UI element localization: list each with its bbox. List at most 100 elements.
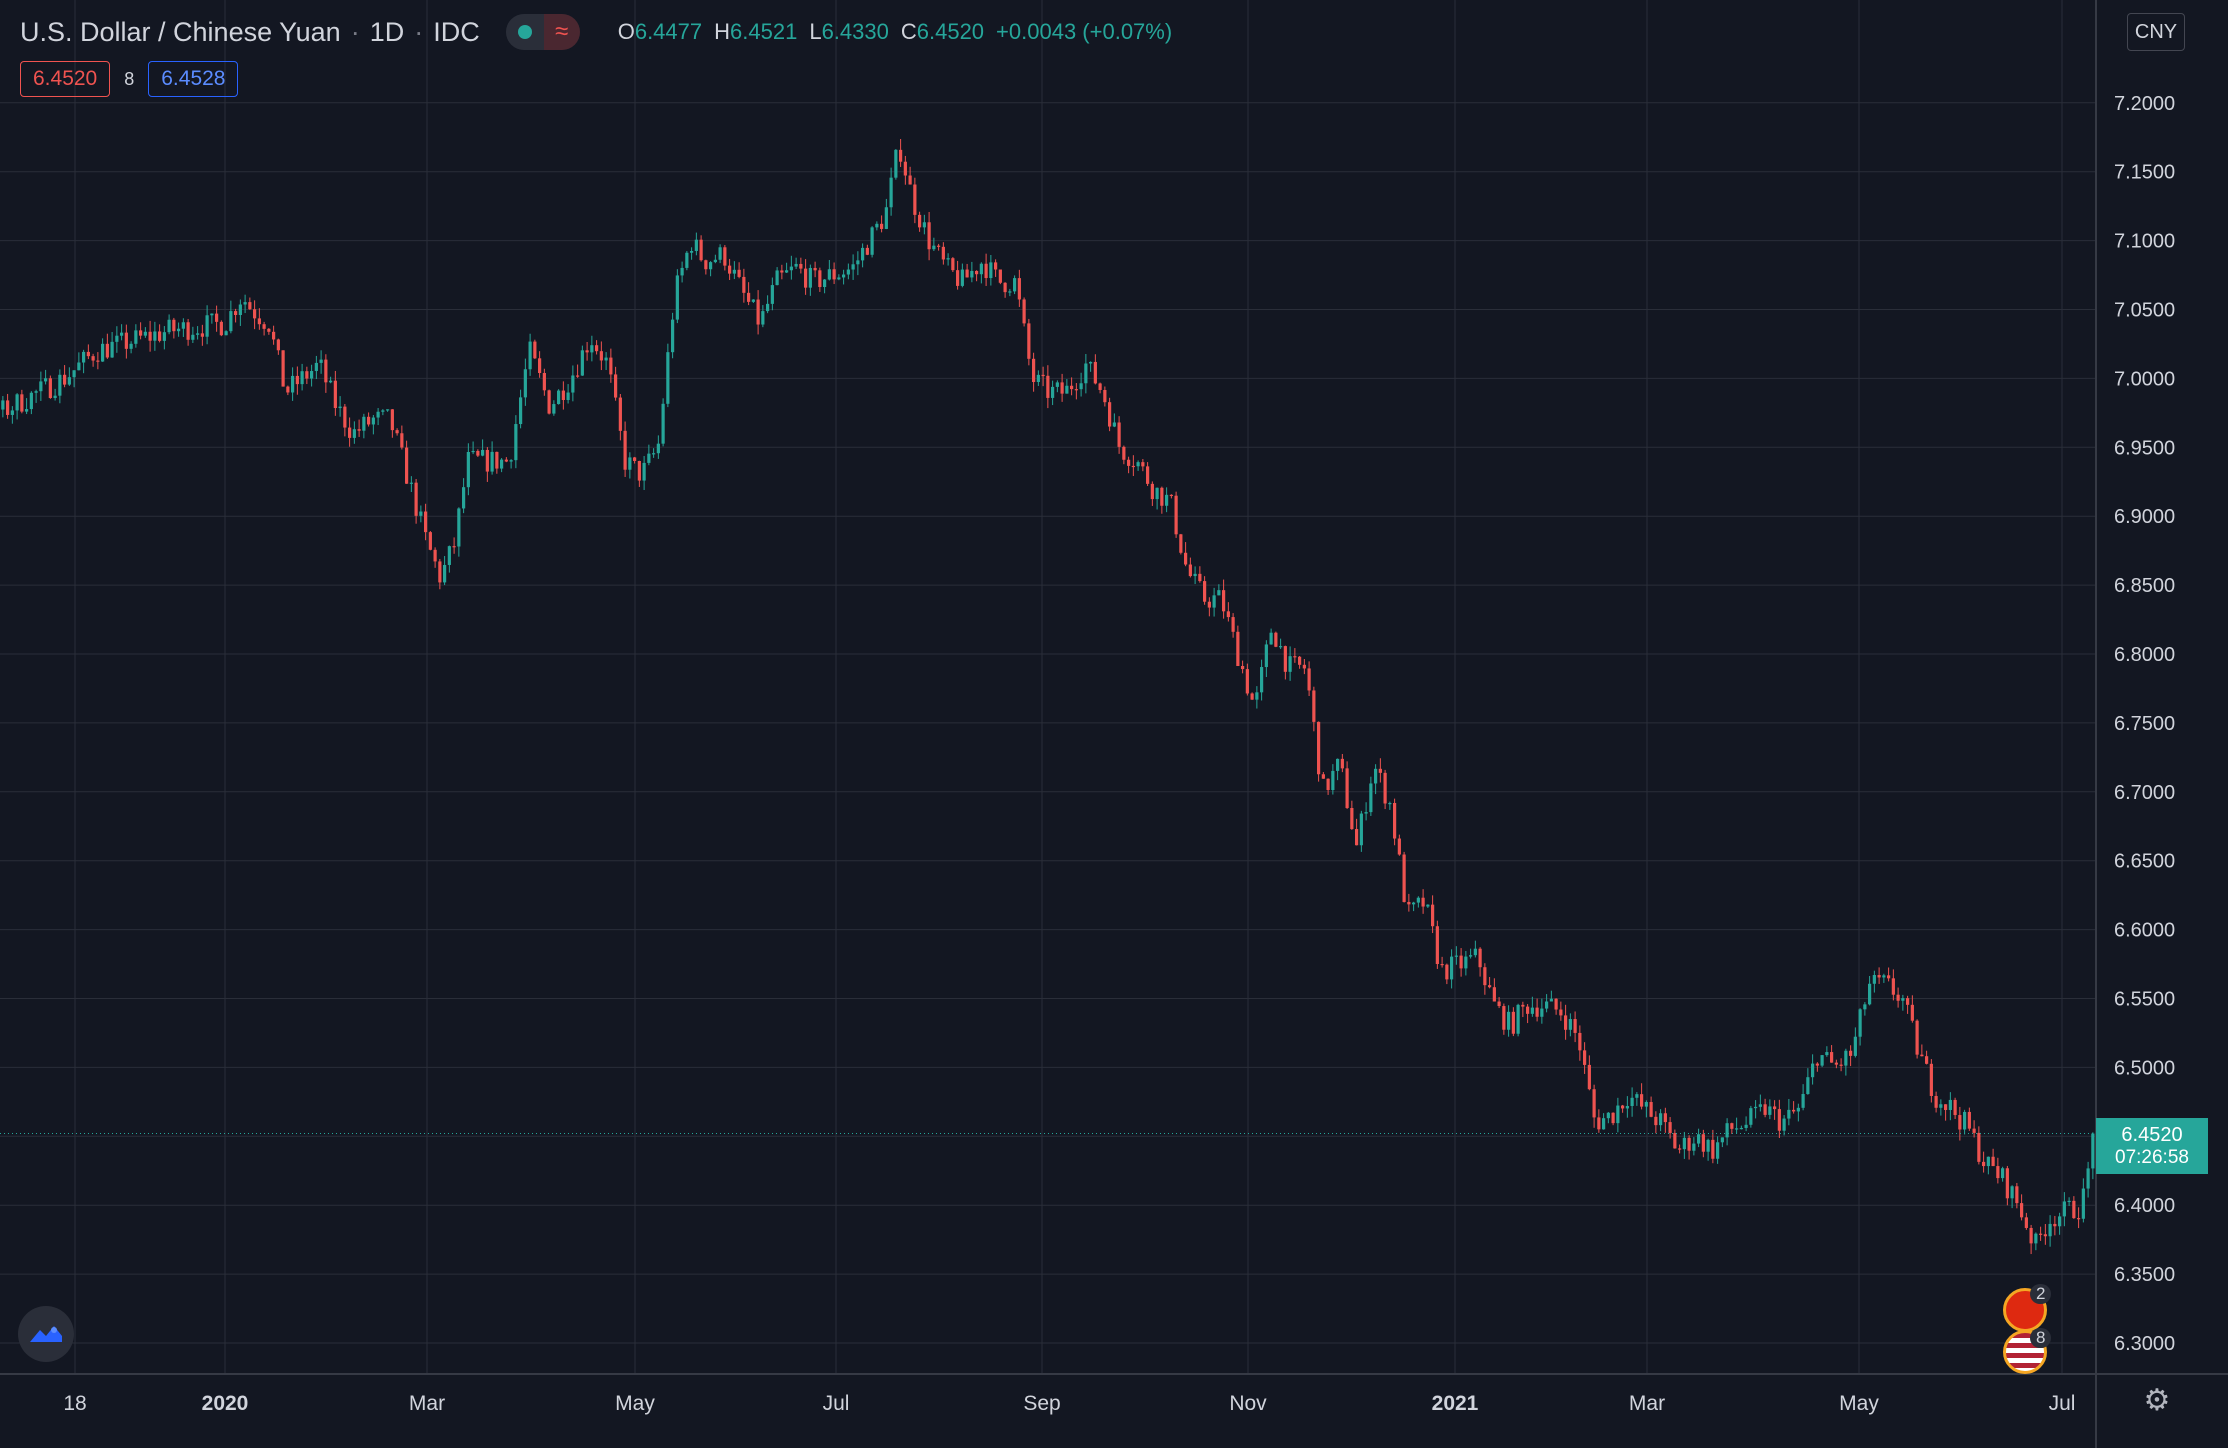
candle [476, 449, 480, 458]
candle [1046, 365, 1050, 409]
candle [1858, 1008, 1862, 1046]
market-status-pill[interactable]: ≈ [505, 14, 580, 50]
candle [609, 348, 613, 383]
candle [433, 547, 437, 568]
candle [234, 308, 238, 323]
candle [1944, 1104, 1948, 1121]
tradingview-logo-icon[interactable] [18, 1306, 74, 1362]
candle [1773, 1100, 1777, 1120]
candle [1687, 1135, 1691, 1160]
y-tick-label: 6.6500 [2114, 851, 2175, 873]
change-value: +0.0043 (+0.07%) [996, 19, 1173, 44]
candle [1502, 1003, 1506, 1035]
candle [1184, 542, 1188, 567]
candle [1478, 947, 1482, 977]
candle [443, 556, 447, 586]
candle [1454, 946, 1458, 965]
currency-button[interactable]: CNY [2127, 13, 2185, 51]
candle [1112, 413, 1116, 428]
candle [514, 415, 518, 469]
candle [319, 350, 323, 374]
candle [272, 325, 276, 345]
candle [1535, 998, 1539, 1022]
candle [1915, 1019, 1919, 1059]
candle [115, 326, 119, 353]
candle [1336, 758, 1340, 781]
candle [756, 290, 760, 335]
candle [1830, 1045, 1834, 1063]
candle [509, 459, 513, 469]
exchange-label: IDC [433, 16, 480, 47]
y-tick-label: 7.1000 [2114, 231, 2175, 253]
candle [1716, 1136, 1720, 1164]
delayed-data-icon: ≈ [543, 14, 580, 50]
candle [1264, 640, 1268, 678]
candle [751, 299, 755, 304]
candle [238, 299, 242, 326]
candle [1692, 1137, 1696, 1156]
candle [1996, 1157, 2000, 1184]
candle [229, 300, 233, 334]
gear-icon[interactable]: ⚙ [2143, 1384, 2171, 1417]
candle [1630, 1087, 1634, 1117]
x-tick-label: Jul [823, 1392, 850, 1415]
candle [1188, 557, 1192, 578]
candle [1986, 1156, 1990, 1175]
candle [1597, 1109, 1601, 1133]
close-key: C [900, 19, 917, 44]
candle [1554, 998, 1558, 1015]
candle [685, 250, 689, 271]
symbol-title[interactable]: U.S. Dollar / Chinese Yuan · 1D · IDC [20, 16, 480, 47]
candle [2062, 1192, 2066, 1227]
candle [490, 441, 494, 475]
high-value: 6.4521 [730, 19, 798, 44]
candle [1288, 646, 1292, 681]
candle [91, 353, 95, 367]
candle [1844, 1048, 1848, 1076]
candle [846, 263, 850, 280]
x-tick-label: Mar [1629, 1392, 1665, 1415]
candle [932, 237, 936, 252]
candle [2001, 1166, 2005, 1182]
candle [1682, 1131, 1686, 1159]
interval-label: 1D [369, 16, 405, 47]
candle [519, 389, 523, 429]
candle [1160, 486, 1164, 514]
candle [1958, 1106, 1962, 1141]
candle [1701, 1129, 1705, 1158]
low-key: L [809, 19, 822, 44]
candle [1179, 533, 1183, 555]
candle [970, 261, 974, 283]
candle [1350, 800, 1354, 830]
candle [1431, 895, 1435, 934]
candle [466, 443, 470, 496]
candle [1635, 1092, 1639, 1106]
candle [2034, 1232, 2038, 1251]
candle [913, 177, 917, 224]
candle [1241, 660, 1245, 674]
candle [291, 367, 295, 401]
candle [699, 235, 703, 262]
buy-price-button[interactable]: 6.4528 [148, 61, 239, 97]
candle [742, 268, 746, 303]
candle [799, 257, 803, 274]
candle [1, 396, 5, 418]
x-tick-label: Jul [2049, 1392, 2076, 1415]
candle [262, 321, 266, 336]
last-price-value: 6.4520 [2121, 1124, 2183, 1146]
candle [82, 349, 86, 374]
candle [709, 261, 713, 277]
x-tick-label: Sep [1023, 1392, 1060, 1415]
sell-price-button[interactable]: 6.4520 [20, 61, 111, 97]
candle [1982, 1151, 1986, 1173]
candle [181, 318, 185, 337]
candle [1378, 758, 1382, 783]
candle [343, 403, 347, 437]
candle [276, 338, 280, 355]
candle [1117, 416, 1121, 454]
candle [1017, 269, 1021, 307]
candle [1977, 1126, 1981, 1165]
us-flag-icon[interactable] [2003, 1330, 2047, 1374]
candle [671, 312, 675, 359]
